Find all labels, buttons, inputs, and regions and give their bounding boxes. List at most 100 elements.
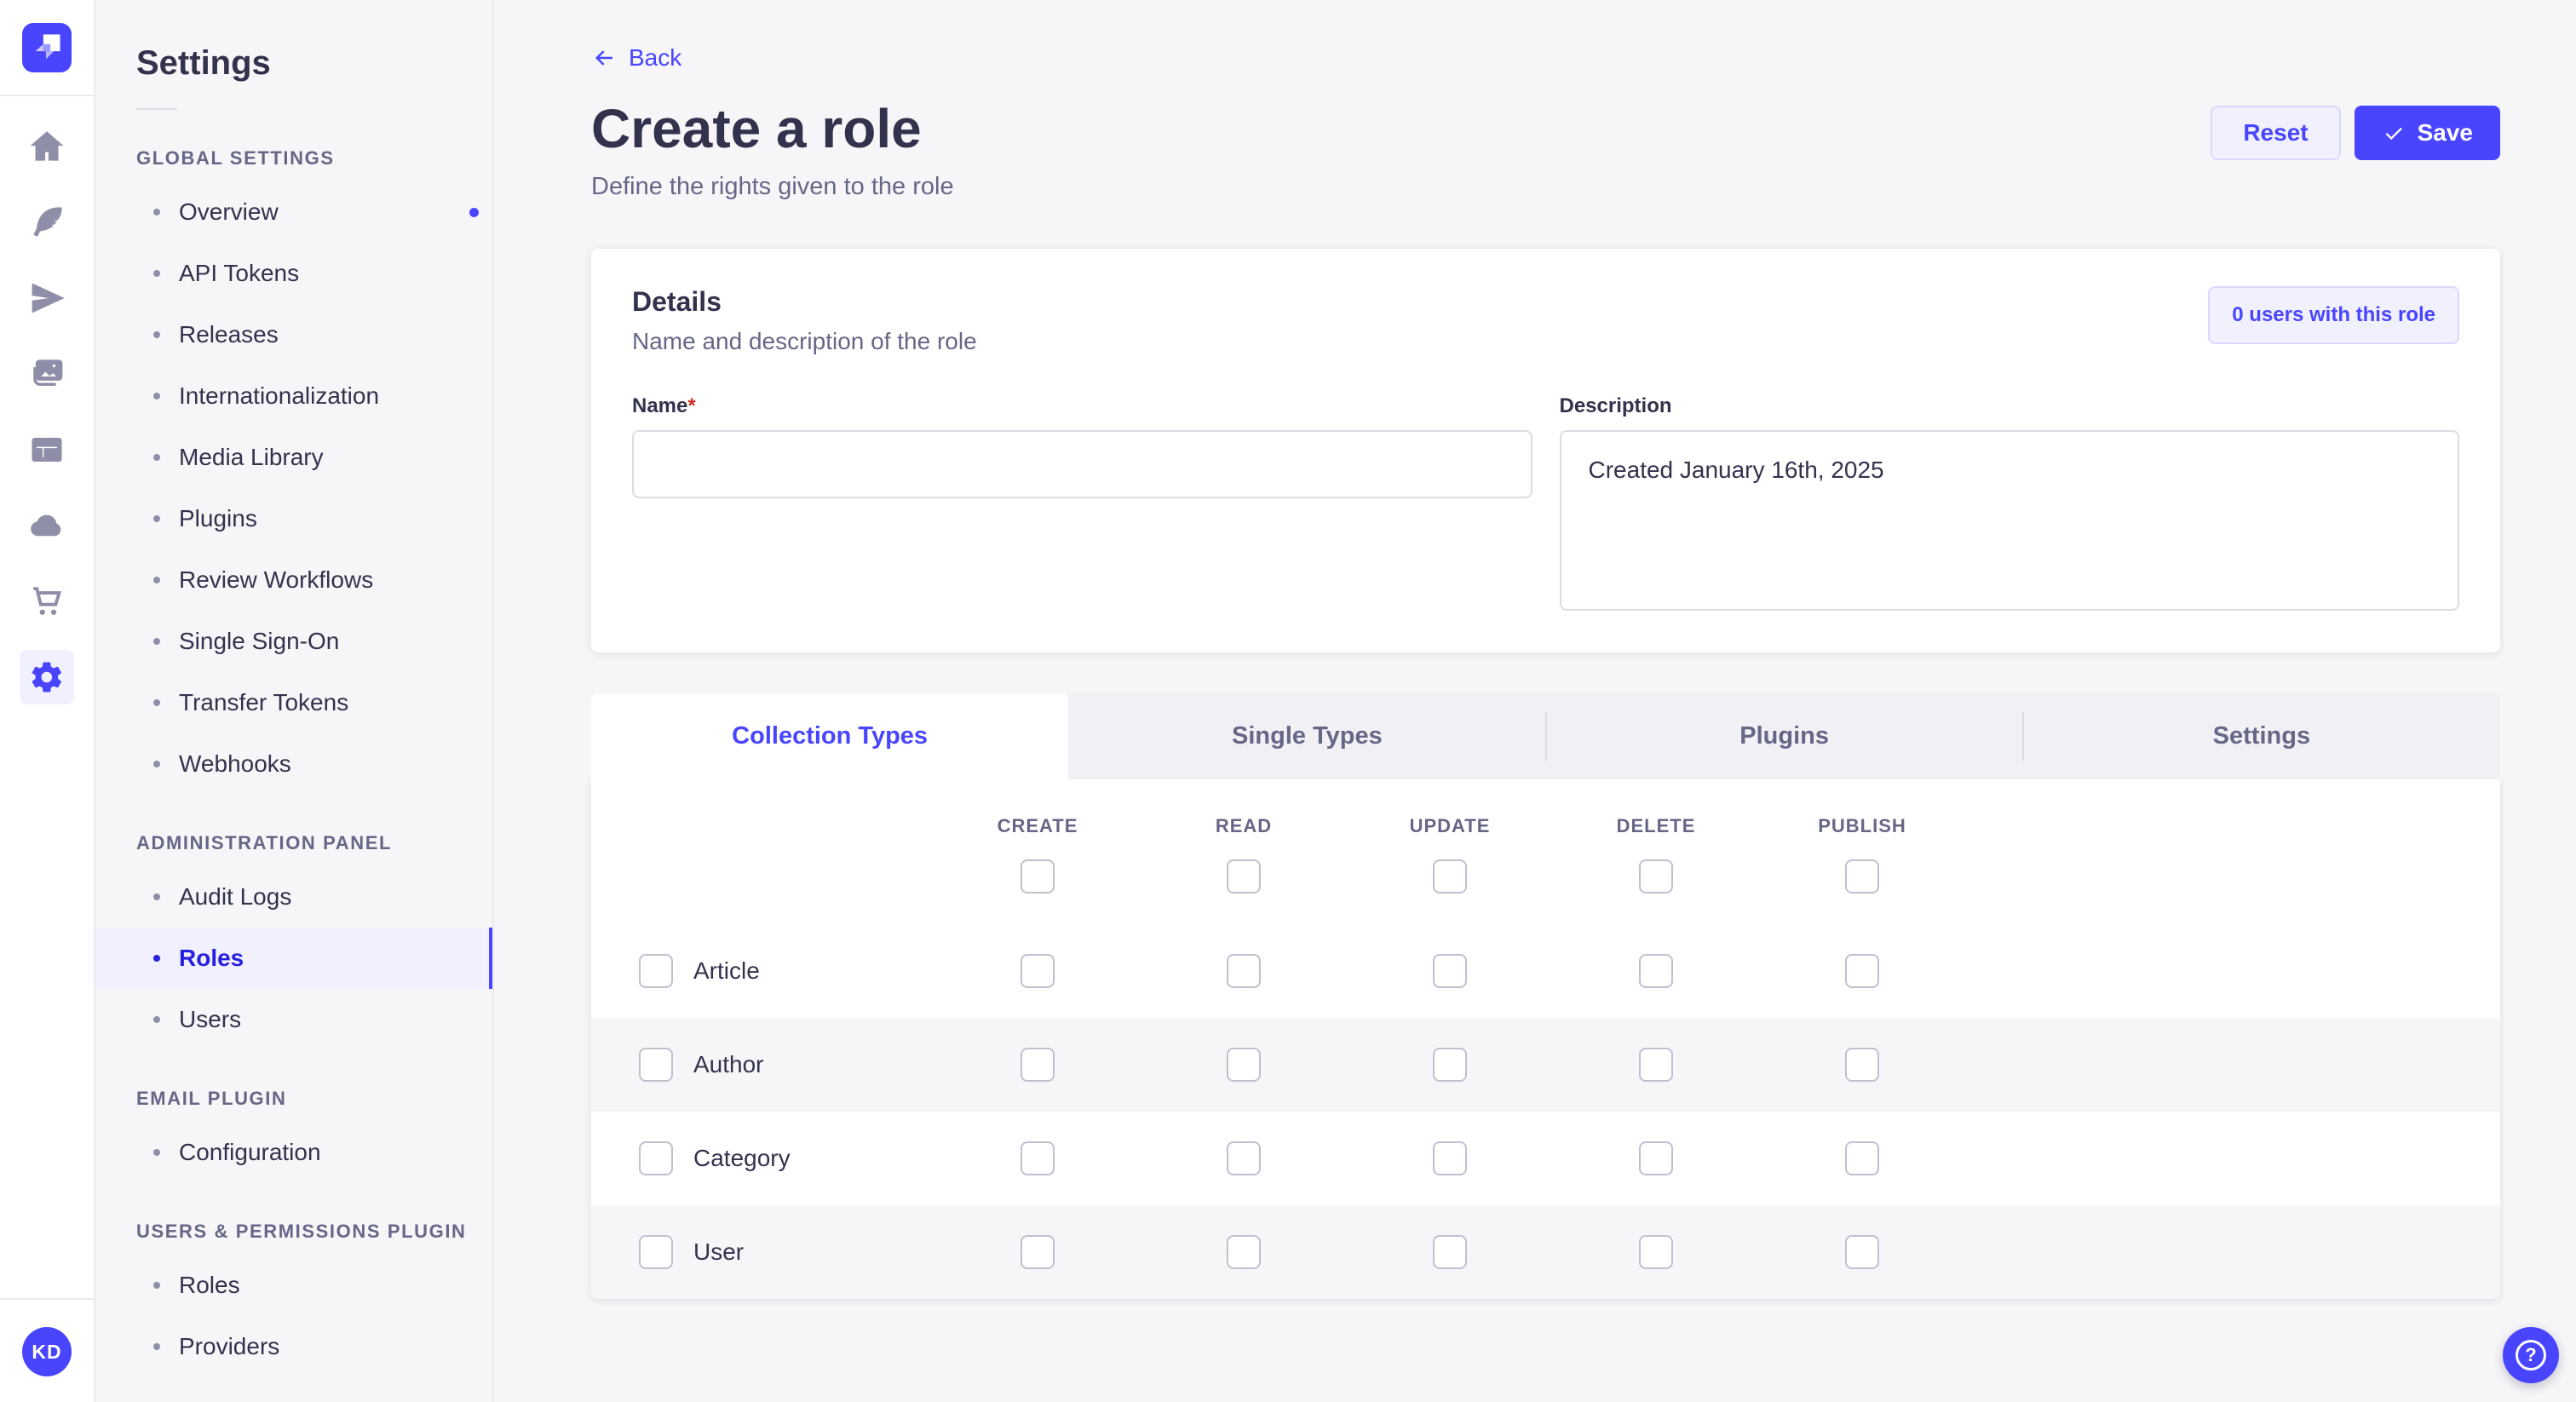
sidebar-item-media-library[interactable]: Media Library bbox=[95, 427, 492, 488]
bullet-icon bbox=[153, 893, 160, 900]
row-select-checkbox[interactable] bbox=[639, 1048, 673, 1083]
select-all-read-checkbox[interactable] bbox=[1227, 859, 1261, 894]
strapi-logo-icon bbox=[35, 34, 60, 60]
sidebar-item-label: Releases bbox=[179, 321, 279, 348]
sidebar-item-overview[interactable]: Overview bbox=[95, 181, 492, 243]
sidebar-item-providers[interactable]: Providers bbox=[95, 1316, 492, 1377]
back-label: Back bbox=[629, 44, 682, 71]
permission-row-article: Article bbox=[591, 924, 2500, 1019]
user-create-checkbox[interactable] bbox=[1021, 1235, 1055, 1270]
page-title: Create a role bbox=[591, 98, 922, 159]
sidebar-item-label: Review Workflows bbox=[179, 566, 374, 593]
sidebar-item-label: Providers bbox=[179, 1333, 280, 1359]
user-avatar[interactable]: KD bbox=[22, 1327, 72, 1376]
author-publish-checkbox[interactable] bbox=[1845, 1048, 1879, 1083]
author-update-checkbox[interactable] bbox=[1433, 1048, 1467, 1083]
cloud-icon[interactable] bbox=[20, 498, 74, 553]
article-create-checkbox[interactable] bbox=[1021, 954, 1055, 989]
user-update-checkbox[interactable] bbox=[1433, 1235, 1467, 1270]
sidebar-item-label: Webhooks bbox=[179, 750, 291, 777]
settings-sidebar: Settings GLOBAL SETTINGS Overview API To… bbox=[95, 0, 494, 1402]
article-update-checkbox[interactable] bbox=[1433, 954, 1467, 989]
sidebar-item-transfer-tokens[interactable]: Transfer Tokens bbox=[95, 672, 492, 733]
select-all-create-checkbox[interactable] bbox=[1021, 859, 1055, 894]
category-read-checkbox[interactable] bbox=[1227, 1141, 1261, 1176]
users-with-role-button[interactable]: 0 users with this role bbox=[2208, 286, 2459, 345]
sidebar-item-configuration[interactable]: Configuration bbox=[95, 1122, 492, 1183]
sidebar-item-releases[interactable]: Releases bbox=[95, 304, 492, 365]
description-field-group: Description Created January 16th, 2025 bbox=[1559, 394, 2459, 615]
tab-plugins[interactable]: Plugins bbox=[1544, 693, 2023, 780]
description-textarea[interactable]: Created January 16th, 2025 bbox=[1559, 430, 2459, 612]
details-card: Details Name and description of the role… bbox=[591, 249, 2500, 653]
select-all-publish-checkbox[interactable] bbox=[1845, 859, 1879, 894]
feather-icon[interactable] bbox=[20, 195, 74, 250]
bullet-icon bbox=[153, 454, 160, 461]
help-button[interactable]: ? bbox=[2503, 1327, 2559, 1383]
author-read-checkbox[interactable] bbox=[1227, 1048, 1261, 1083]
gear-icon[interactable] bbox=[20, 650, 74, 704]
select-all-delete-checkbox[interactable] bbox=[1639, 859, 1673, 894]
home-icon[interactable] bbox=[20, 119, 74, 174]
author-delete-checkbox[interactable] bbox=[1639, 1048, 1673, 1083]
column-header-delete: DELETE bbox=[1616, 815, 1696, 837]
name-input[interactable] bbox=[632, 430, 1532, 499]
select-all-update-checkbox[interactable] bbox=[1433, 859, 1467, 894]
row-select-checkbox[interactable] bbox=[639, 1141, 673, 1176]
tab-collection-types[interactable]: Collection Types bbox=[591, 693, 1069, 780]
cart-icon[interactable] bbox=[20, 574, 74, 629]
notification-dot-icon bbox=[469, 207, 479, 217]
user-read-checkbox[interactable] bbox=[1227, 1235, 1261, 1270]
category-update-checkbox[interactable] bbox=[1433, 1141, 1467, 1176]
bullet-icon bbox=[153, 699, 160, 706]
sidebar-item-label: Configuration bbox=[179, 1139, 321, 1165]
row-select-checkbox[interactable] bbox=[639, 954, 673, 989]
article-delete-checkbox[interactable] bbox=[1639, 954, 1673, 989]
sidebar-item-users[interactable]: Users bbox=[95, 989, 492, 1050]
tab-settings[interactable]: Settings bbox=[2021, 693, 2500, 780]
sidebar-item-roles-admin[interactable]: Roles bbox=[95, 928, 492, 989]
row-label: Category bbox=[693, 1145, 791, 1172]
sidebar-item-plugins[interactable]: Plugins bbox=[95, 488, 492, 549]
images-icon[interactable] bbox=[20, 347, 74, 401]
row-label: Article bbox=[693, 957, 760, 985]
reset-button[interactable]: Reset bbox=[2211, 106, 2341, 160]
section-users-permissions-plugin: USERS & PERMISSIONS PLUGIN bbox=[136, 1221, 467, 1242]
user-publish-checkbox[interactable] bbox=[1845, 1235, 1879, 1270]
article-publish-checkbox[interactable] bbox=[1845, 954, 1879, 989]
permissions-tabs: Collection Types Single Types Plugins Se… bbox=[591, 693, 2500, 780]
bullet-icon bbox=[153, 1343, 160, 1350]
sidebar-item-label: Single Sign-On bbox=[179, 628, 340, 654]
save-button[interactable]: Save bbox=[2354, 106, 2500, 160]
rail-footer: KD bbox=[0, 1298, 94, 1402]
sidebar-item-internationalization[interactable]: Internationalization bbox=[95, 365, 492, 427]
strapi-logo[interactable] bbox=[22, 23, 72, 72]
sidebar-item-roles-up[interactable]: Roles bbox=[95, 1255, 492, 1316]
article-read-checkbox[interactable] bbox=[1227, 954, 1261, 989]
bullet-icon bbox=[153, 393, 160, 399]
user-delete-checkbox[interactable] bbox=[1639, 1235, 1673, 1270]
layout-icon[interactable] bbox=[20, 422, 74, 477]
category-publish-checkbox[interactable] bbox=[1845, 1141, 1879, 1176]
bullet-icon bbox=[153, 209, 160, 215]
category-create-checkbox[interactable] bbox=[1021, 1141, 1055, 1176]
details-title: Details bbox=[632, 286, 722, 318]
author-create-checkbox[interactable] bbox=[1021, 1048, 1055, 1083]
sidebar-item-api-tokens[interactable]: API Tokens bbox=[95, 243, 492, 304]
sidebar-item-label: Audit Logs bbox=[179, 883, 292, 910]
sidebar-item-audit-logs[interactable]: Audit Logs bbox=[95, 866, 492, 928]
paper-plane-icon[interactable] bbox=[20, 271, 74, 325]
sidebar-item-single-sign-on[interactable]: Single Sign-On bbox=[95, 611, 492, 672]
sidebar-item-label: Roles bbox=[179, 945, 244, 971]
name-field-group: Name* bbox=[632, 394, 1532, 615]
permission-row-author: Author bbox=[591, 1018, 2500, 1112]
sidebar-item-webhooks[interactable]: Webhooks bbox=[95, 733, 492, 795]
back-link[interactable]: Back bbox=[591, 44, 681, 72]
category-delete-checkbox[interactable] bbox=[1639, 1141, 1673, 1176]
sidebar-item-label: Overview bbox=[179, 198, 279, 225]
sidebar-item-label: Transfer Tokens bbox=[179, 689, 349, 715]
active-indicator bbox=[489, 928, 492, 989]
sidebar-item-review-workflows[interactable]: Review Workflows bbox=[95, 549, 492, 611]
row-select-checkbox[interactable] bbox=[639, 1235, 673, 1270]
tab-single-types[interactable]: Single Types bbox=[1068, 693, 1546, 780]
